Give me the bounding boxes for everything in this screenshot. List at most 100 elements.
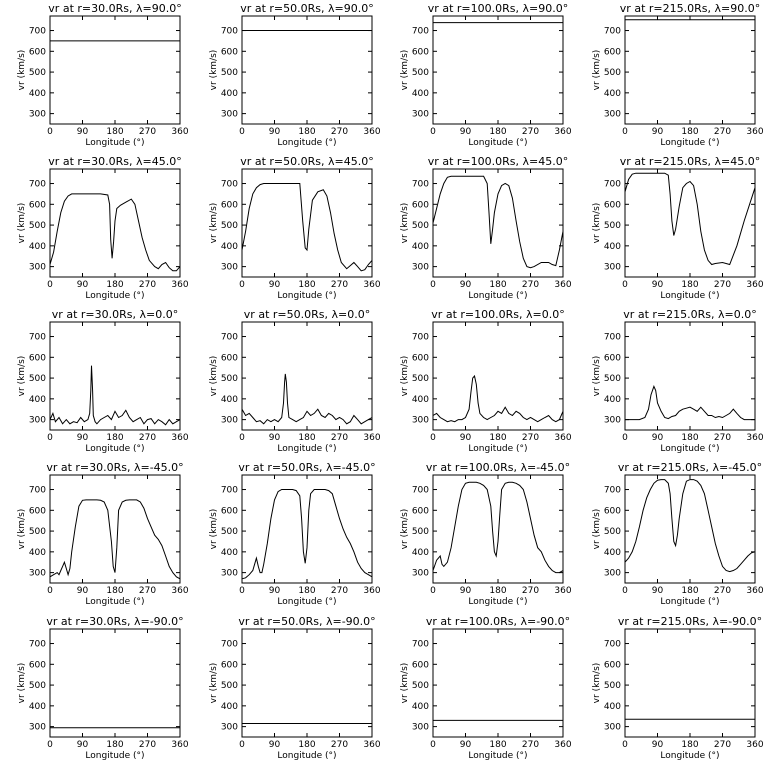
series-line <box>625 385 755 421</box>
series-line <box>241 183 373 272</box>
x-tick-label: 90 <box>77 127 89 137</box>
y-axis-label: vr (km/s) <box>592 509 602 550</box>
x-tick-label: 270 <box>714 740 731 750</box>
x-tick-label: 180 <box>298 433 315 443</box>
y-tick-label: 500 <box>221 681 238 691</box>
x-tick-label: 270 <box>139 280 156 290</box>
panel-frame <box>241 15 373 125</box>
y-axis-label: vr (km/s) <box>592 356 602 397</box>
x-tick-label: 90 <box>269 740 281 750</box>
x-tick-label: 0 <box>47 740 53 750</box>
x-tick-label: 180 <box>298 740 315 750</box>
y-tick-label: 500 <box>412 374 429 384</box>
x-tick-label: 180 <box>106 740 123 750</box>
panel-title: vr at r=215.0Rs, λ=90.0° <box>620 2 760 15</box>
y-tick-label: 400 <box>221 89 238 99</box>
x-tick-label: 360 <box>746 586 763 596</box>
x-tick-label: 0 <box>430 740 436 750</box>
x-tick-label: 270 <box>139 433 156 443</box>
x-tick-label: 270 <box>139 586 156 596</box>
x-tick-label: 270 <box>139 127 156 137</box>
y-axis-label: vr (km/s) <box>400 203 410 244</box>
x-tick-label: 270 <box>331 433 348 443</box>
y-axis-label: vr (km/s) <box>592 203 602 244</box>
x-tick-label: 270 <box>714 280 731 290</box>
x-axis-label: Longitude (°) <box>277 597 336 607</box>
y-tick-label: 500 <box>29 221 46 231</box>
y-tick-label: 500 <box>604 681 621 691</box>
y-axis-label: vr (km/s) <box>209 203 219 244</box>
x-tick-label: 360 <box>746 127 763 137</box>
x-tick-label: 180 <box>106 280 123 290</box>
y-tick-label: 600 <box>412 353 429 363</box>
x-axis-label: Longitude (°) <box>277 751 336 761</box>
panel-title: vr at r=100.0Rs, λ=-90.0° <box>426 615 570 628</box>
x-axis-label: Longitude (°) <box>468 597 527 607</box>
panel-frame <box>624 628 756 738</box>
x-tick-label: 180 <box>106 127 123 137</box>
y-tick-label: 400 <box>412 242 429 252</box>
y-tick-label: 600 <box>412 506 429 516</box>
y-tick-label: 500 <box>29 527 46 537</box>
y-tick-label: 700 <box>604 180 621 190</box>
y-axis-label: vr (km/s) <box>400 356 410 397</box>
x-axis-label: Longitude (°) <box>85 138 144 148</box>
y-tick-label: 300 <box>221 263 238 273</box>
x-tick-label: 0 <box>430 433 436 443</box>
y-tick-label: 600 <box>29 200 46 210</box>
y-tick-label: 500 <box>412 681 429 691</box>
x-tick-label: 90 <box>460 740 472 750</box>
x-tick-label: 0 <box>47 433 53 443</box>
panel-title: vr at r=50.0Rs, λ=-90.0° <box>238 615 375 628</box>
x-tick-label: 0 <box>622 740 628 750</box>
y-tick-label: 600 <box>412 47 429 57</box>
y-tick-label: 700 <box>221 27 238 37</box>
y-axis-label: vr (km/s) <box>17 203 27 244</box>
series-line <box>432 374 564 423</box>
panel-title: vr at r=30.0Rs, λ=-90.0° <box>46 615 183 628</box>
x-axis-label: Longitude (°) <box>468 138 527 148</box>
x-tick-label: 180 <box>681 280 698 290</box>
x-tick-label: 180 <box>489 586 506 596</box>
y-tick-label: 700 <box>604 486 621 496</box>
y-tick-label: 400 <box>29 395 46 405</box>
x-tick-label: 360 <box>554 433 571 443</box>
x-tick-label: 360 <box>363 433 380 443</box>
x-tick-label: 0 <box>622 280 628 290</box>
y-tick-label: 300 <box>221 416 238 426</box>
x-tick-label: 90 <box>460 586 472 596</box>
panel-title: vr at r=215.0Rs, λ=-45.0° <box>618 461 762 474</box>
y-tick-label: 700 <box>604 333 621 343</box>
y-tick-label: 700 <box>604 640 621 650</box>
y-tick-label: 400 <box>604 395 621 405</box>
x-axis-label: Longitude (°) <box>468 444 527 454</box>
y-tick-label: 300 <box>604 723 621 733</box>
x-tick-label: 0 <box>430 280 436 290</box>
y-tick-label: 600 <box>221 200 238 210</box>
y-tick-label: 400 <box>29 702 46 712</box>
y-tick-label: 700 <box>412 640 429 650</box>
series-line <box>432 481 564 574</box>
y-tick-label: 300 <box>221 110 238 120</box>
y-tick-label: 400 <box>604 89 621 99</box>
y-tick-label: 700 <box>412 333 429 343</box>
x-tick-label: 180 <box>681 127 698 137</box>
x-tick-label: 360 <box>746 280 763 290</box>
y-axis-label: vr (km/s) <box>209 50 219 91</box>
x-tick-label: 0 <box>47 280 53 290</box>
y-tick-label: 700 <box>604 27 621 37</box>
x-tick-label: 180 <box>489 280 506 290</box>
x-tick-label: 270 <box>522 280 539 290</box>
x-axis-label: Longitude (°) <box>660 751 719 761</box>
x-tick-label: 360 <box>171 586 188 596</box>
x-tick-label: 0 <box>622 586 628 596</box>
y-tick-label: 300 <box>412 263 429 273</box>
y-tick-label: 600 <box>604 506 621 516</box>
y-tick-label: 400 <box>604 242 621 252</box>
x-tick-label: 360 <box>554 586 571 596</box>
x-tick-label: 360 <box>171 127 188 137</box>
y-tick-label: 300 <box>604 416 621 426</box>
x-tick-label: 90 <box>77 433 89 443</box>
y-tick-label: 400 <box>221 702 238 712</box>
